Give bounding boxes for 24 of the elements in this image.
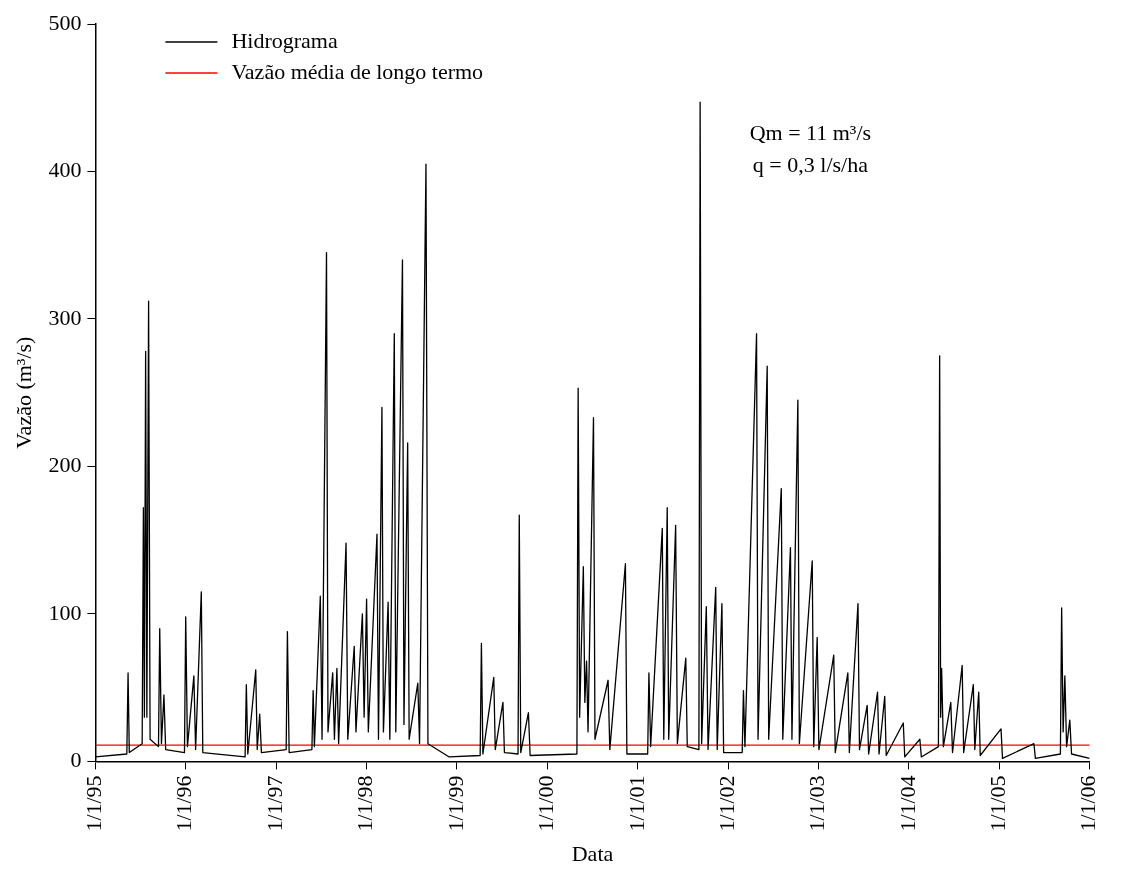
x-axis-title: Data	[571, 840, 614, 866]
x-tick-label: 1/1/01	[623, 775, 649, 832]
x-tick-label: 1/1/03	[804, 775, 830, 832]
annotation: q = 0,3 l/s/ha	[752, 151, 869, 177]
x-tick-label: 1/1/95	[81, 775, 107, 832]
x-tick-label: 1/1/00	[533, 775, 558, 832]
y-axis-title: Vazão (m³/s)	[10, 336, 36, 449]
legend-label: Vazão média de longo termo	[231, 58, 484, 84]
legend-label: Hidrograma	[231, 27, 338, 53]
annotation: Qm = 11 m³/s	[749, 119, 872, 145]
x-tick-label: 1/1/97	[262, 775, 288, 832]
x-tick-label: 1/1/99	[442, 775, 468, 832]
y-tick-label: 500	[48, 9, 82, 35]
y-tick-label: 400	[48, 157, 82, 183]
x-tick-label: 1/1/96	[171, 775, 197, 832]
x-tick-label: 1/1/04	[894, 775, 920, 832]
y-tick-label: 100	[48, 599, 82, 625]
y-tick-label: 0	[70, 747, 82, 773]
x-tick-label: 1/1/06	[1075, 775, 1101, 832]
y-tick-label: 300	[48, 304, 82, 330]
x-tick-label: 1/1/98	[352, 775, 378, 832]
x-tick-label: 1/1/02	[713, 775, 739, 832]
x-tick-label: 1/1/05	[985, 775, 1011, 832]
y-tick-label: 200	[48, 452, 82, 478]
